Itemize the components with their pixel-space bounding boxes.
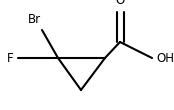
Text: Br: Br <box>28 13 41 26</box>
Text: OH: OH <box>156 51 174 64</box>
Text: O: O <box>115 0 125 7</box>
Text: F: F <box>7 51 14 64</box>
